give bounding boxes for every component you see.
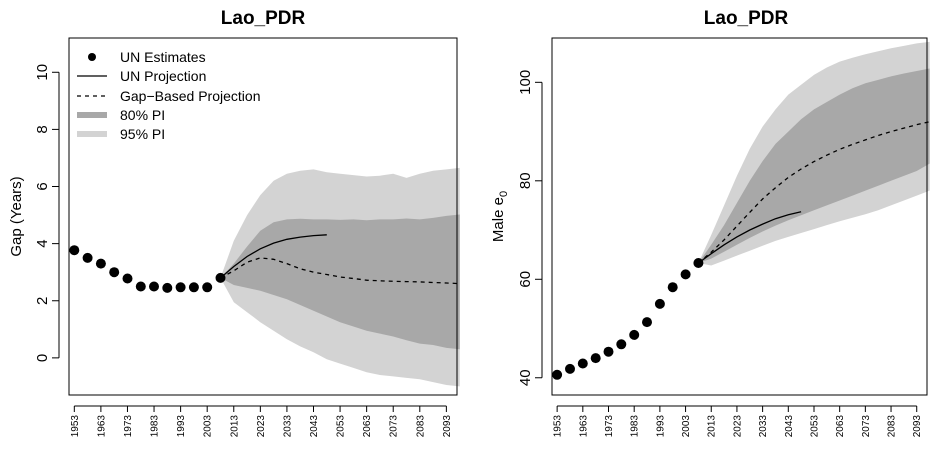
chart-left-point-2008 (215, 272, 226, 283)
chart-left-y-tick-label-10: 10 (34, 64, 51, 81)
chart-right-point-1978 (616, 339, 627, 350)
chart-left-legend: UN Estimates UN Projection Gap−Based Pro… (77, 49, 260, 142)
chart-right-x-tick-label-2093: 2093 (912, 415, 923, 438)
chart-right-x-tick-label-1953: 1953 (553, 415, 564, 438)
chart-left-y-tick-label-4: 4 (34, 239, 51, 247)
chart-left-x-tick-label-1993: 1993 (176, 415, 187, 438)
chart-right-point-1983 (629, 329, 640, 340)
chart-right-y-tick-label-80: 80 (517, 172, 534, 189)
chart-right-point-1998 (667, 282, 678, 293)
chart-left-x-tick-label-2063: 2063 (362, 415, 373, 438)
chart-left-y-tick-label-6: 6 (34, 182, 51, 190)
chart-right-x-tick-label-2073: 2073 (861, 415, 872, 438)
chart-left-x-tick-label-2093: 2093 (442, 415, 453, 438)
chart-left-y-axis: 0 2 4 6 8 10 (34, 64, 60, 362)
chart-right-point-1963 (577, 358, 588, 369)
chart-right-point-2008 (693, 258, 704, 268)
chart-right-y-label-main: Male e (490, 197, 507, 242)
chart-left-points (69, 245, 226, 293)
chart-left-point-1953 (69, 245, 80, 256)
chart-left-point-1998 (188, 282, 199, 293)
chart-right-bands (698, 41, 930, 266)
chart-left-plot-frame (68, 37, 458, 396)
chart-right-x-tick-label-2063: 2063 (835, 415, 846, 438)
chart-right-y-label: Male e0 (490, 191, 510, 242)
chart-left-y-label: Gap (Years) (8, 176, 25, 256)
chart-left-point-1958 (82, 252, 93, 263)
chart-left-x-tick-label-1963: 1963 (96, 415, 107, 438)
chart-left-bands (220, 167, 460, 387)
chart-left-point-2003 (202, 282, 213, 293)
chart-left-point-1988 (162, 282, 173, 293)
chart-left-x-tick-label-2023: 2023 (256, 415, 267, 438)
chart-right-y-tick-label-100: 100 (517, 70, 534, 95)
chart-left-x-tick-label-2083: 2083 (415, 415, 426, 438)
chart-right-x-axis: 1953 1963 1973 1983 1993 2003 2013 2023 2033 2043… (553, 405, 923, 438)
chart-right: Lao_PDR 40 60 80 100 1953 1963 1973 1983 1993 20… (490, 8, 930, 437)
legend-label-un-projection: UN Projection (120, 68, 206, 84)
chart-right-point-2003 (680, 269, 691, 280)
chart-left-x-tick-label-2043: 2043 (309, 415, 320, 438)
chart-left-x-tick-label-2013: 2013 (229, 415, 240, 438)
chart-right-point-1968 (590, 353, 601, 364)
chart-left-point-1978 (135, 281, 146, 292)
chart-right-band-80-pi (698, 68, 930, 263)
chart-right-x-tick-label-2023: 2023 (732, 415, 743, 438)
chart-right-x-tick-label-2013: 2013 (707, 415, 718, 438)
chart-left-y-tick-label-2: 2 (34, 297, 51, 305)
chart-left-line-un-projection (220, 234, 327, 279)
chart-right-x-tick-label-2003: 2003 (681, 415, 692, 438)
chart-left-y-tick-label-8: 8 (34, 125, 51, 133)
chart-right-x-tick-label-1973: 1973 (604, 415, 615, 438)
chart-left-x-tick-label-1973: 1973 (123, 415, 134, 438)
chart-left-point-1983 (149, 281, 159, 292)
chart-left-y-tick-label-0: 0 (34, 354, 51, 362)
chart-left-point-1993 (175, 282, 186, 293)
chart-right-x-tick-label-2053: 2053 (810, 415, 821, 438)
chart-right-point-1973 (603, 346, 614, 357)
legend-marker-un-estimates (88, 53, 96, 61)
chart-right-title: Lao_PDR (704, 8, 789, 29)
chart-right-y-label-sub: 0 (498, 191, 510, 197)
chart-left-x-tick-label-2003: 2003 (203, 415, 214, 438)
chart-right-point-1958 (565, 363, 575, 374)
chart-right-point-1988 (642, 317, 652, 328)
chart-right-line-gap-based-projection (697, 121, 930, 264)
chart-left-x-tick-label-2073: 2073 (389, 415, 400, 438)
chart-right-y-tick-label-40: 40 (517, 369, 534, 386)
chart-left-x-tick-label-2053: 2053 (336, 415, 347, 438)
legend-label-pi95: 95% PI (120, 126, 165, 142)
chart-left-point-1968 (109, 267, 120, 278)
chart-left-lines (220, 234, 460, 285)
legend-label-gap-based-projection: Gap−Based Projection (120, 88, 260, 104)
chart-right-x-tick-label-1963: 1963 (578, 415, 589, 438)
chart-left-point-1963 (95, 258, 106, 269)
chart-left-point-1973 (122, 273, 133, 284)
chart-right-y-tick-label-60: 60 (517, 271, 534, 288)
chart-left-title: Lao_PDR (221, 8, 306, 29)
chart-right-point-1993 (654, 298, 665, 309)
chart-right-plot-frame (551, 37, 928, 396)
chart-right-x-tick-label-1993: 1993 (655, 415, 666, 438)
chart-right-x-tick-label-2043: 2043 (784, 415, 795, 438)
chart-left-x-axis: 1953 1963 1973 1983 1993 2003 2013 2023 2033 2043… (70, 405, 453, 438)
chart-left-x-tick-label-2033: 2033 (282, 415, 293, 438)
chart-right-lines (697, 121, 930, 264)
chart-left: Lao_PDR 0 2 4 6 8 10 1953 1963 1973 1983 1993 2003… (8, 8, 460, 437)
chart-left-band-80-pi (220, 214, 460, 350)
chart-right-x-tick-label-2033: 2033 (758, 415, 769, 438)
legend-label-pi80: 80% PI (120, 107, 165, 123)
chart-right-line-un-projection (698, 211, 802, 264)
chart-left-x-tick-label-1983: 1983 (150, 415, 161, 438)
chart-right-x-tick-label-2083: 2083 (887, 415, 898, 438)
legend-label-un-estimates: UN Estimates (120, 49, 206, 65)
chart-right-point-1953 (552, 369, 563, 380)
chart-right-y-axis: 40 60 80 100 (517, 70, 543, 386)
chart-left-x-tick-label-1953: 1953 (70, 415, 81, 438)
chart-right-x-tick-label-1983: 1983 (630, 415, 641, 438)
chart-right-points (552, 258, 704, 380)
